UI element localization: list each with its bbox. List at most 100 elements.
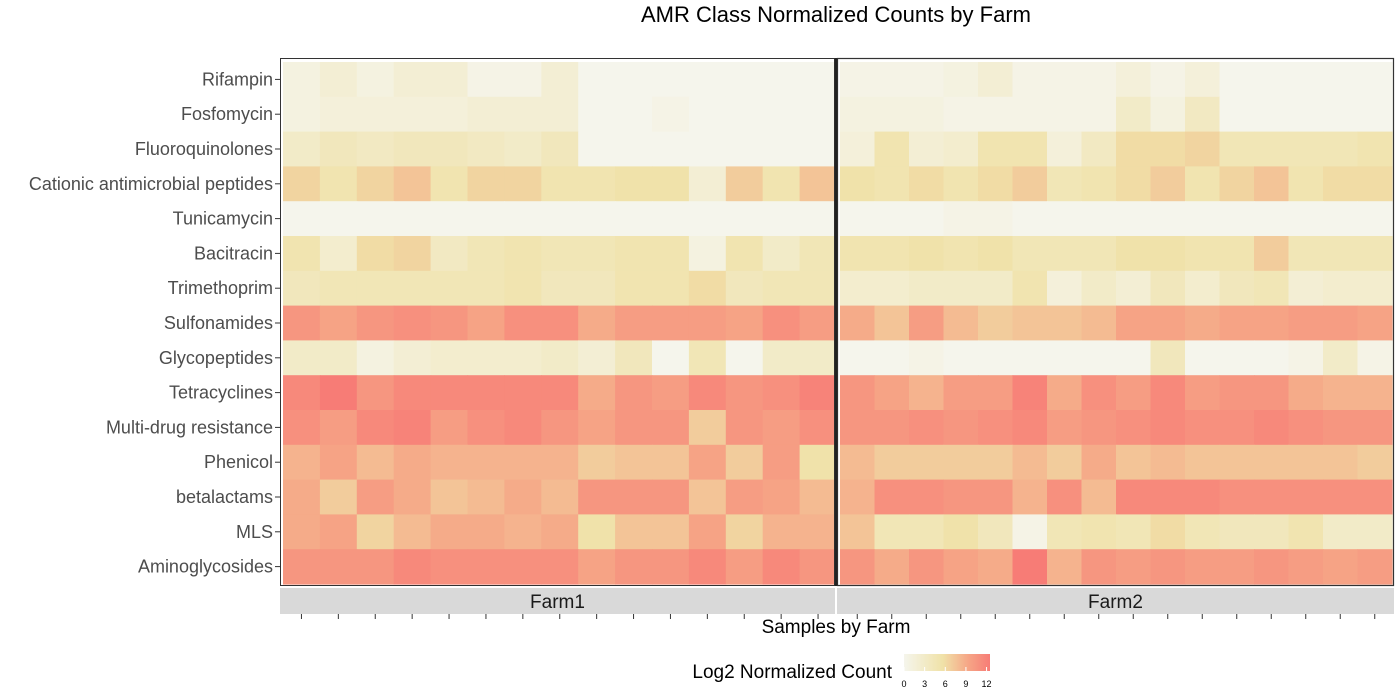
heatmap-cell [688,96,727,133]
heatmap-cell [283,166,321,202]
strip-label: Farm1 [530,592,585,613]
heatmap-cell [615,236,653,272]
heatmap-cell [1116,131,1152,167]
heatmap-cell [541,375,579,411]
heatmap-cell [978,62,1014,98]
heatmap-cell [504,514,542,550]
heatmap-cell [762,236,801,272]
heatmap-cell [578,375,616,411]
heatmap-cell [688,270,727,307]
heatmap-cell [1047,131,1083,167]
heatmap-cell [725,131,764,167]
heatmap-cell [799,375,838,411]
heatmap-cell [652,479,690,515]
heatmap-cell [688,514,727,550]
heatmap-cell [356,236,395,272]
heatmap-cell [799,131,838,167]
heatmap-cell [1357,514,1393,550]
heatmap-cell [1081,62,1117,98]
heatmap-cell [578,236,616,272]
legend-tick-label: 3 [922,679,927,689]
heatmap-cell [688,340,727,376]
heatmap-cell [319,410,358,446]
heatmap-cell [762,96,801,133]
heatmap-cell [762,201,801,237]
heatmap-cell [762,479,801,515]
heatmap-cell [1323,166,1359,202]
heatmap-cell [799,96,838,133]
heatmap-cell [799,410,838,446]
heatmap-cell [319,375,358,411]
y-axis-labels: Rifampin Fosfomycin Fluoroquinolones Cation… [29,69,273,576]
heatmap-cell [799,549,838,585]
heatmap-cell [393,166,432,202]
heatmap-cell [319,549,358,585]
heatmap-cell [1012,410,1048,446]
legend-ticks: 0 3 6 9 12 [901,667,992,689]
heatmap-cell [1150,305,1186,341]
heatmap-cell [430,201,469,237]
facet-strips: Farm1 Farm2 [280,588,1394,614]
heatmap-cell [909,375,945,411]
heatmap-cell [688,166,727,202]
heatmap-cell [615,375,653,411]
heatmap-cell [1254,96,1290,133]
heatmap-cell [393,270,432,307]
heatmap-cell [762,270,801,307]
heatmap-cell [1047,444,1083,481]
heatmap-cell [943,514,979,550]
heatmap-cell [840,479,876,515]
heatmap-cell [615,131,653,167]
heatmap-cell [943,340,979,376]
heatmap-cell [1323,201,1359,237]
heatmap-cell [578,305,616,341]
heatmap-cell [1323,375,1359,411]
heatmap-cell [1357,375,1393,411]
heatmap-cell [688,62,727,98]
heatmap-cell [688,375,727,411]
y-tick-label: Multi-drug resistance [106,417,273,437]
heatmap-cell [1288,549,1324,585]
y-tick-label: Tetracyclines [169,383,273,403]
heatmap-cell [283,305,321,341]
legend-tick-label: 12 [982,679,992,689]
heatmap-cell [799,514,838,550]
heatmap-cell [1116,479,1152,515]
heatmap-cell [283,479,321,515]
heatmap-cell [393,375,432,411]
heatmap-cell [356,305,395,341]
heatmap-cell [1323,62,1359,98]
heatmap-cell [1185,340,1221,376]
heatmap-cell [1288,410,1324,446]
heatmap-cell [1081,340,1117,376]
heatmap-cell [430,375,469,411]
heatmap-cell [1219,270,1255,307]
heatmap-cell [799,201,838,237]
heatmap-cell [909,444,945,481]
y-tick-label: betalactams [176,487,273,507]
heatmap-cell [467,96,505,133]
heatmap-cell [356,96,395,133]
heatmap-cell [652,514,690,550]
heatmap-cell [356,270,395,307]
heatmap-cell [909,62,945,98]
heatmap-cell [1150,96,1186,133]
heatmap-cell [504,444,542,481]
heatmap-cell [1185,270,1221,307]
heatmap-cell [1357,131,1393,167]
heatmap-cell [504,410,542,446]
heatmap-cell [1288,270,1324,307]
heatmap-cell [393,479,432,515]
legend: Log2 Normalized Count 0 3 6 9 12 [692,654,992,689]
heatmap-cell [874,444,910,481]
heatmap-cell [725,166,764,202]
heatmap-cell [615,201,653,237]
heatmap-cell [1357,270,1393,307]
y-tick-label: Fluoroquinolones [135,139,273,159]
heatmap-cell [1357,62,1393,98]
heatmap-cell [541,479,579,515]
heatmap-cell [283,514,321,550]
heatmap-cell [1357,305,1393,341]
y-tick-label: MLS [236,522,273,542]
heatmap-cell [430,479,469,515]
